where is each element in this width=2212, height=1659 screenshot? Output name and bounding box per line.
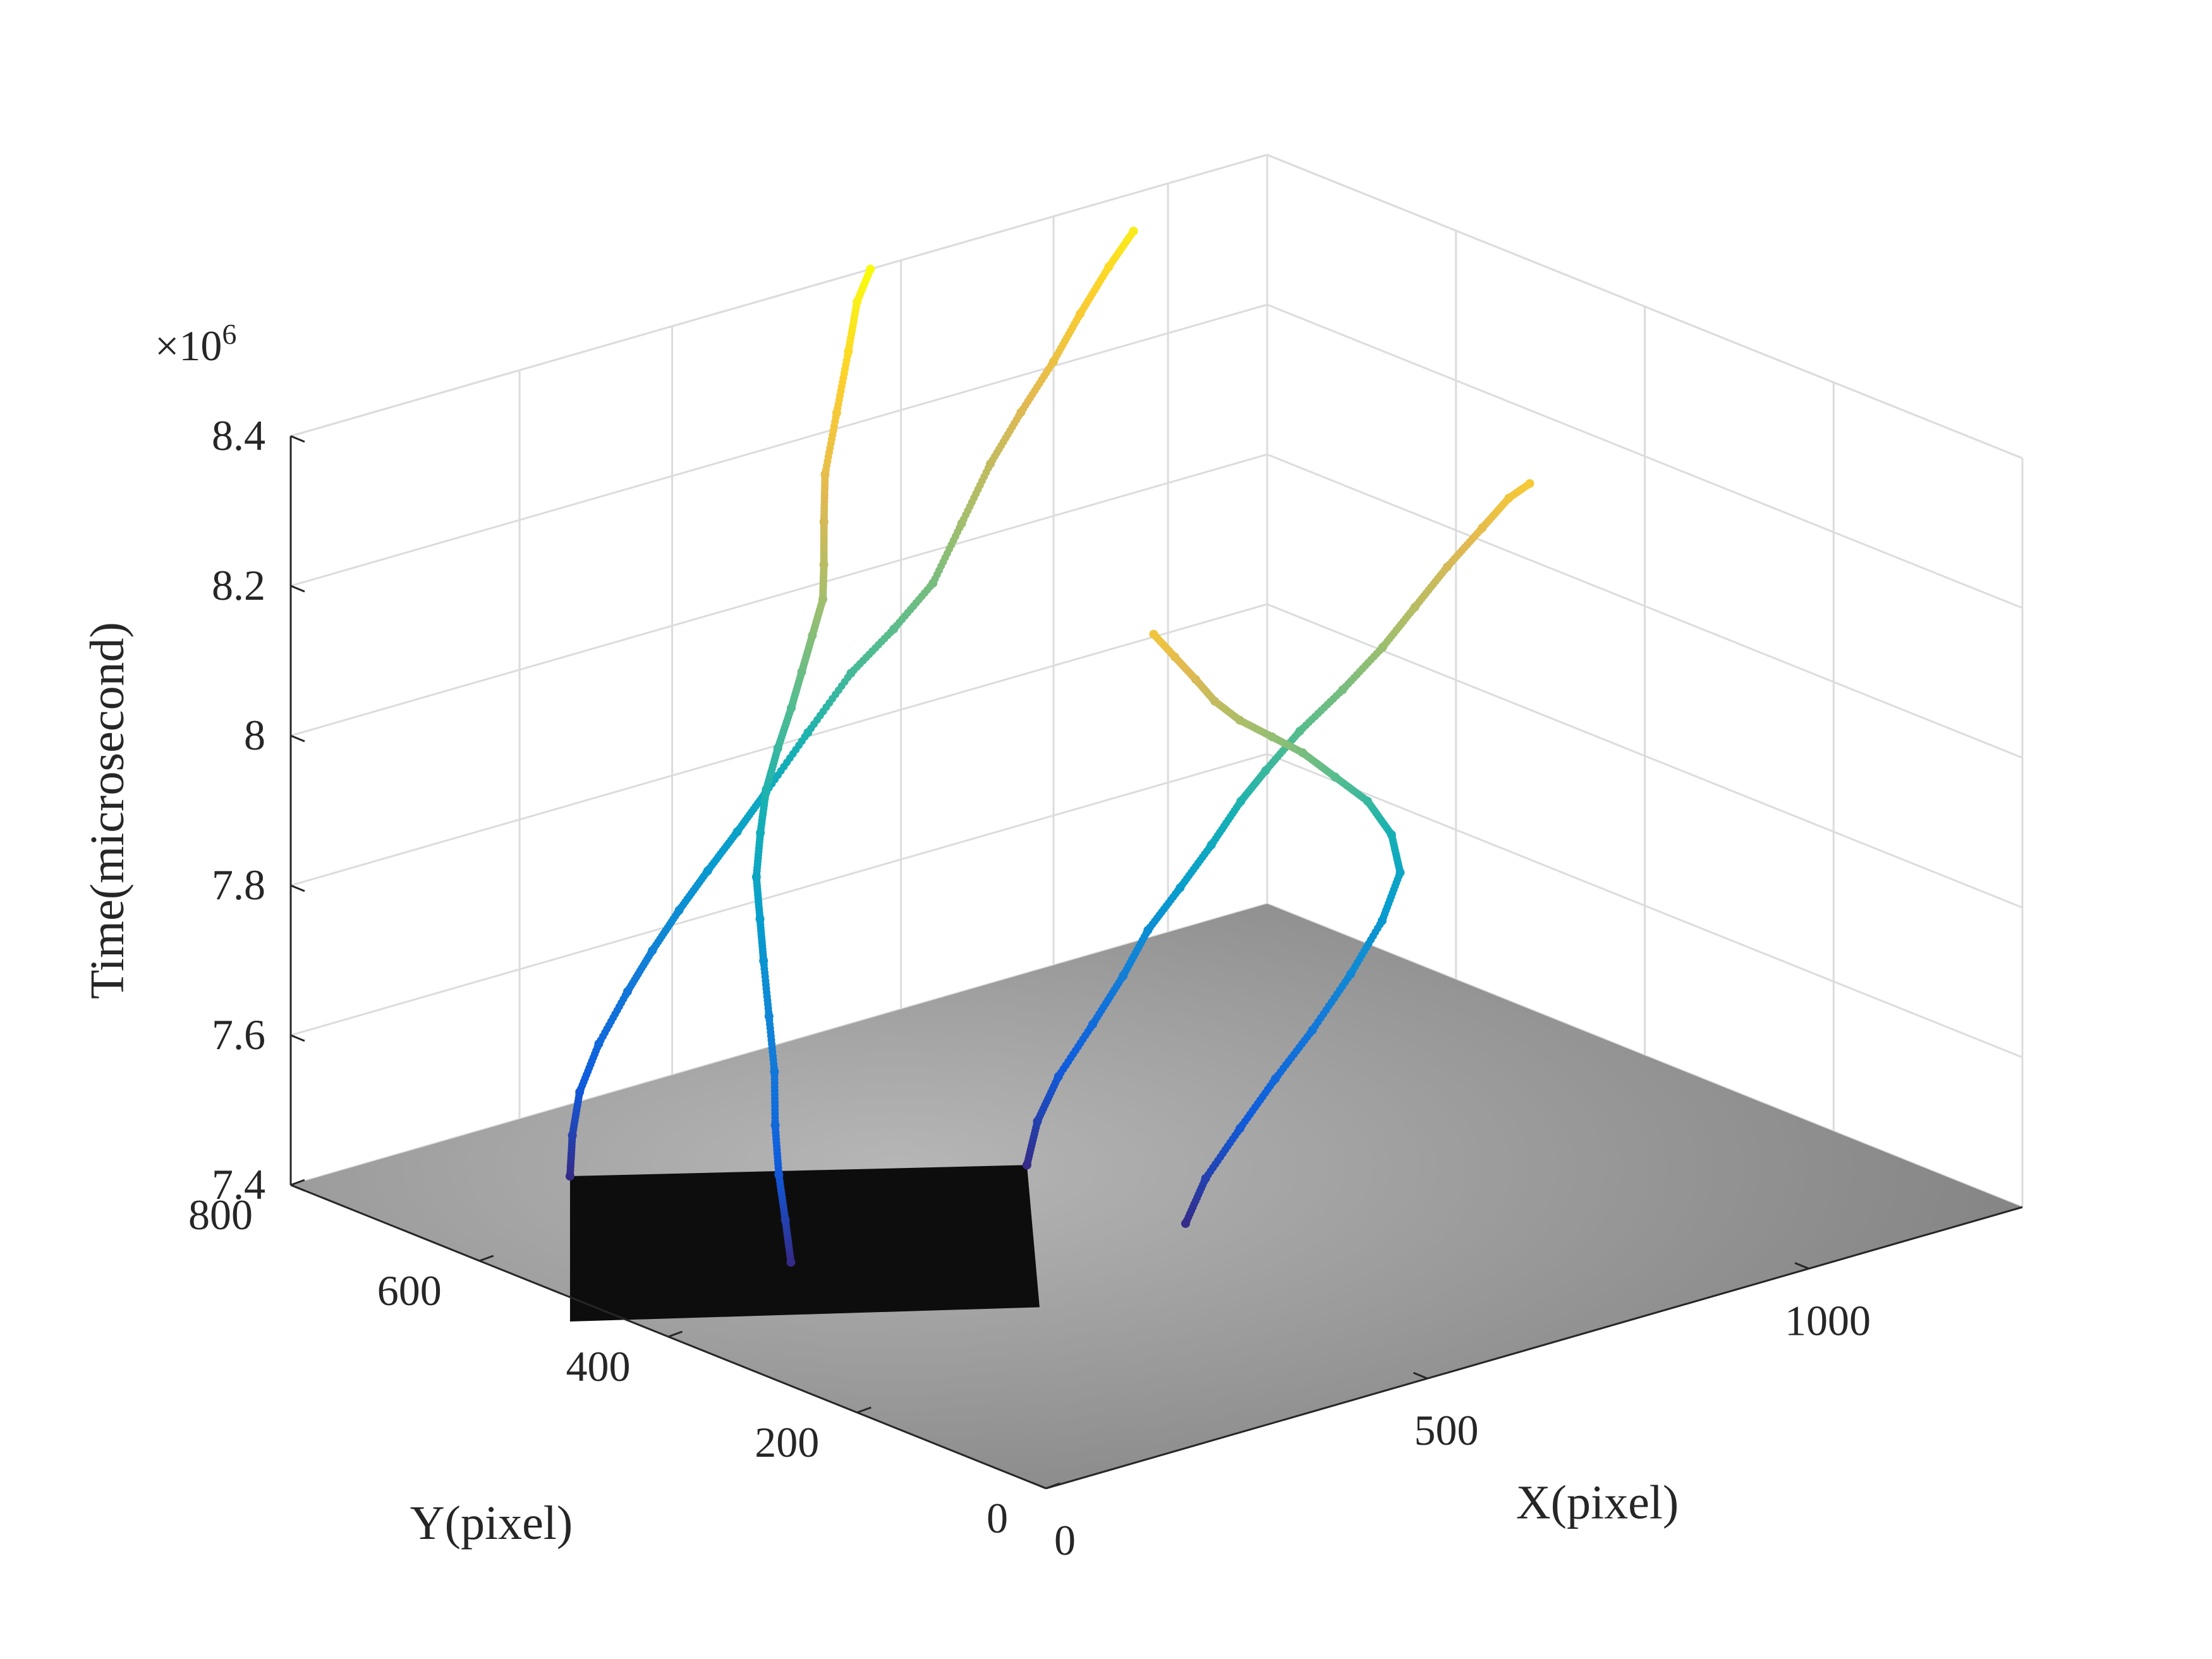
y-tick-label: 600 [377,1267,442,1315]
x-axis-line [1045,1206,2023,1490]
x-tick-label: 0 [1054,1516,1076,1564]
z-gridline [290,603,2023,909]
y-tick [290,1179,305,1186]
x-tick [1794,1261,1809,1270]
x-axis-label: X(pixel) [1516,1476,1679,1529]
z-gridline [290,154,2023,459]
x-tick-label: 500 [1414,1406,1479,1454]
z-tick-label: 7.8 [212,861,265,909]
x-tick [1031,1481,1047,1490]
y-tick [479,1255,494,1262]
event-point [1129,226,1138,236]
z-tick-label: 7.4 [212,1160,265,1208]
y-tick-label: 400 [566,1342,631,1390]
background-grid [289,154,2024,1208]
z-tick [290,734,305,743]
z-axis-label: Time(microsecond) [81,622,134,999]
z-exponent-power: 6 [222,318,236,350]
z-tick-label: 8.4 [212,411,265,459]
floor-object [569,1165,1040,1322]
z-tick-label: 8.2 [212,561,265,609]
event-point [866,264,875,274]
floor-image [291,904,2022,1488]
floor-plane [291,904,2022,1488]
y-axis-label: Y(pixel) [410,1497,573,1550]
event-point [1149,629,1158,639]
y-tick-label: 200 [755,1418,819,1466]
z-tick [290,884,305,892]
y-tick-label: 0 [987,1494,1008,1542]
event-point [1525,479,1534,489]
object-face [569,1165,1040,1322]
x-tick [1413,1371,1428,1380]
x-tick-label: 1000 [1785,1296,1871,1344]
y-tick [856,1406,872,1414]
z-tick-label: 7.6 [212,1011,265,1059]
z-gridline [290,303,2023,609]
event-points [565,226,1534,1267]
z-tick [290,1184,305,1192]
z-tick [290,1034,305,1042]
z-axis-exponent: ×106 [155,318,236,370]
labels: X(pixel) Y(pixel) Time(microsecond) ×106 [81,318,1679,1550]
z-tick [290,585,305,593]
y-tick [667,1330,683,1338]
top-edge [290,154,2023,459]
z-tick [290,435,305,443]
z-tick-label: 8 [244,711,265,759]
y-tick [1045,1482,1060,1490]
axes: 7.4 7.6 7.8 8 8.2 8.4 0 500 1000 0 200 400 600 800 [188,411,2023,1564]
y-tick-label: 800 [188,1191,253,1239]
z-gridline [290,453,2023,759]
z-exponent-base: ×10 [155,322,222,370]
